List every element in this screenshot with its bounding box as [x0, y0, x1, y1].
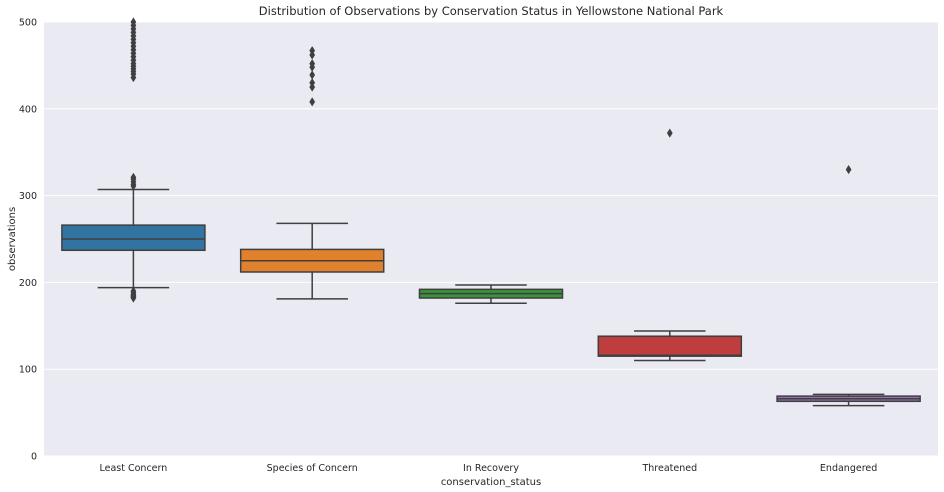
y-tick-label: 400	[19, 104, 37, 115]
box-in-recovery	[418, 284, 564, 304]
x-tick-label: Species of Concern	[267, 463, 358, 474]
y-tick-label: 100	[19, 365, 37, 376]
x-axis-label: conservation_status	[441, 477, 541, 488]
outlier-point	[309, 45, 316, 56]
y-tick-label: 200	[19, 278, 37, 289]
outlier-point	[309, 58, 316, 69]
x-tick-label: Threatened	[641, 463, 697, 474]
y-axis-label: observations	[7, 207, 18, 271]
box-species-of-concern	[239, 45, 385, 300]
outlier-point	[130, 17, 137, 27]
grid-lines	[44, 21, 938, 457]
x-tick-label: Endangered	[820, 463, 877, 474]
outlier-point	[309, 78, 316, 88]
y-tick-label: 500	[19, 18, 37, 29]
y-tick-labels: 0 100 200 300 400 500	[19, 18, 37, 463]
outlier-point	[666, 128, 673, 138]
outlier-point	[309, 70, 316, 80]
y-tick-label: 300	[19, 191, 37, 202]
box-threatened	[597, 128, 743, 362]
x-tick-labels: Least Concern Species of Concern In Recove…	[100, 463, 878, 474]
box-iqr	[61, 224, 206, 252]
box-endangered	[776, 164, 921, 407]
outlier-point	[309, 97, 316, 107]
box-iqr	[597, 335, 743, 357]
chart-title: Distribution of Observations by Conserva…	[259, 4, 724, 18]
y-tick-label: 0	[31, 452, 37, 463]
outlier-point	[130, 172, 137, 183]
box-series	[61, 17, 921, 407]
x-tick-label: Least Concern	[100, 463, 168, 474]
box-least-concern	[61, 17, 206, 303]
x-tick-label: In Recovery	[463, 463, 519, 474]
outlier-point	[845, 164, 852, 175]
outlier-point	[130, 286, 137, 296]
